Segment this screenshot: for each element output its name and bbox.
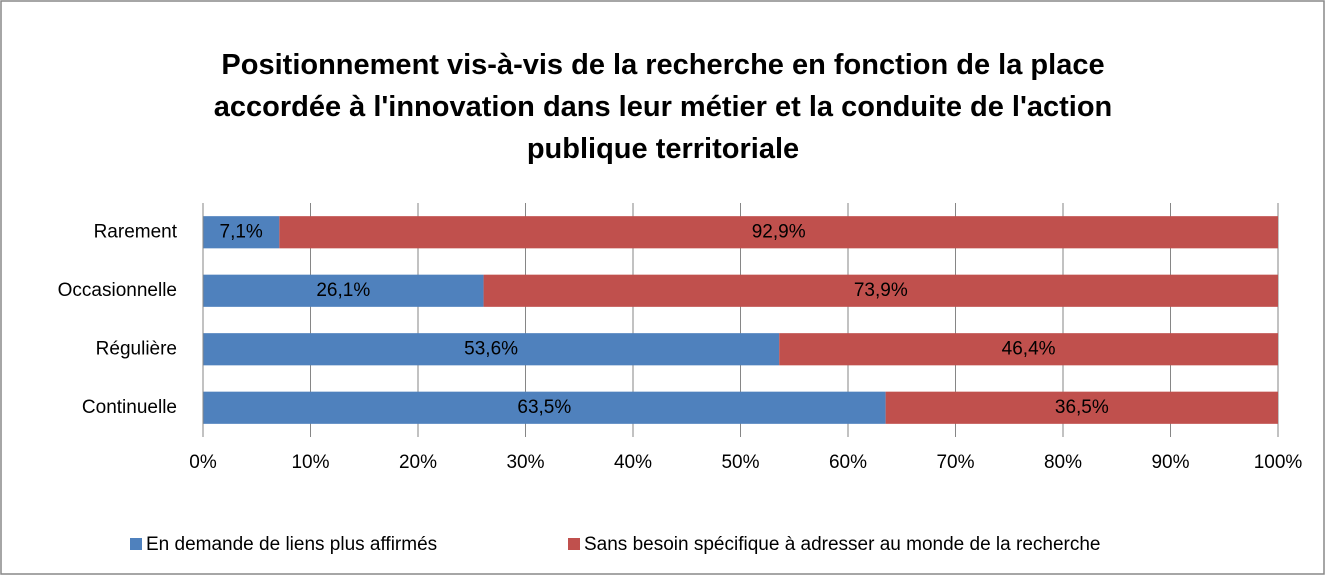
- y-tick-label: Régulière: [96, 338, 177, 359]
- x-tick-label: 30%: [506, 452, 544, 473]
- x-tick-label: 80%: [1044, 452, 1082, 473]
- x-tick-label: 60%: [829, 452, 867, 473]
- x-tick-label: 0%: [189, 452, 217, 473]
- x-tick-label: 40%: [614, 452, 652, 473]
- y-tick-label: Occasionnelle: [58, 280, 177, 301]
- legend-label: En demande de liens plus affirmés: [146, 534, 437, 555]
- data-label: 46,4%: [1002, 338, 1056, 359]
- x-tick-label: 100%: [1254, 452, 1303, 473]
- y-tick-label: Continuelle: [82, 397, 177, 418]
- x-tick-label: 10%: [291, 452, 329, 473]
- bar-segment: [885, 391, 1278, 424]
- bar-segment: [203, 216, 280, 249]
- data-label: 7,1%: [220, 221, 263, 242]
- data-label: 63,5%: [517, 397, 571, 418]
- bar-segment: [203, 333, 780, 366]
- bar-segment: [203, 391, 886, 424]
- bar-segment: [779, 333, 1278, 366]
- data-label: 73,9%: [854, 280, 908, 301]
- x-tick-label: 50%: [721, 452, 759, 473]
- bar-segment: [279, 216, 1278, 249]
- bar-segment: [203, 274, 484, 307]
- legend-swatch: [568, 538, 580, 550]
- data-label: 36,5%: [1055, 397, 1109, 418]
- legend-swatch: [130, 538, 142, 550]
- chart-title: Positionnement vis-à-vis de la recherche…: [213, 49, 1113, 165]
- bar-segment: [483, 274, 1278, 307]
- data-label: 53,6%: [464, 338, 518, 359]
- x-tick-label: 20%: [399, 452, 437, 473]
- data-label: 92,9%: [752, 221, 806, 242]
- x-tick-label: 90%: [1151, 452, 1189, 473]
- y-tick-label: Rarement: [94, 221, 178, 242]
- legend-label: Sans besoin spécifique à adresser au mon…: [584, 534, 1101, 555]
- x-tick-label: 70%: [936, 452, 974, 473]
- data-label: 26,1%: [316, 280, 370, 301]
